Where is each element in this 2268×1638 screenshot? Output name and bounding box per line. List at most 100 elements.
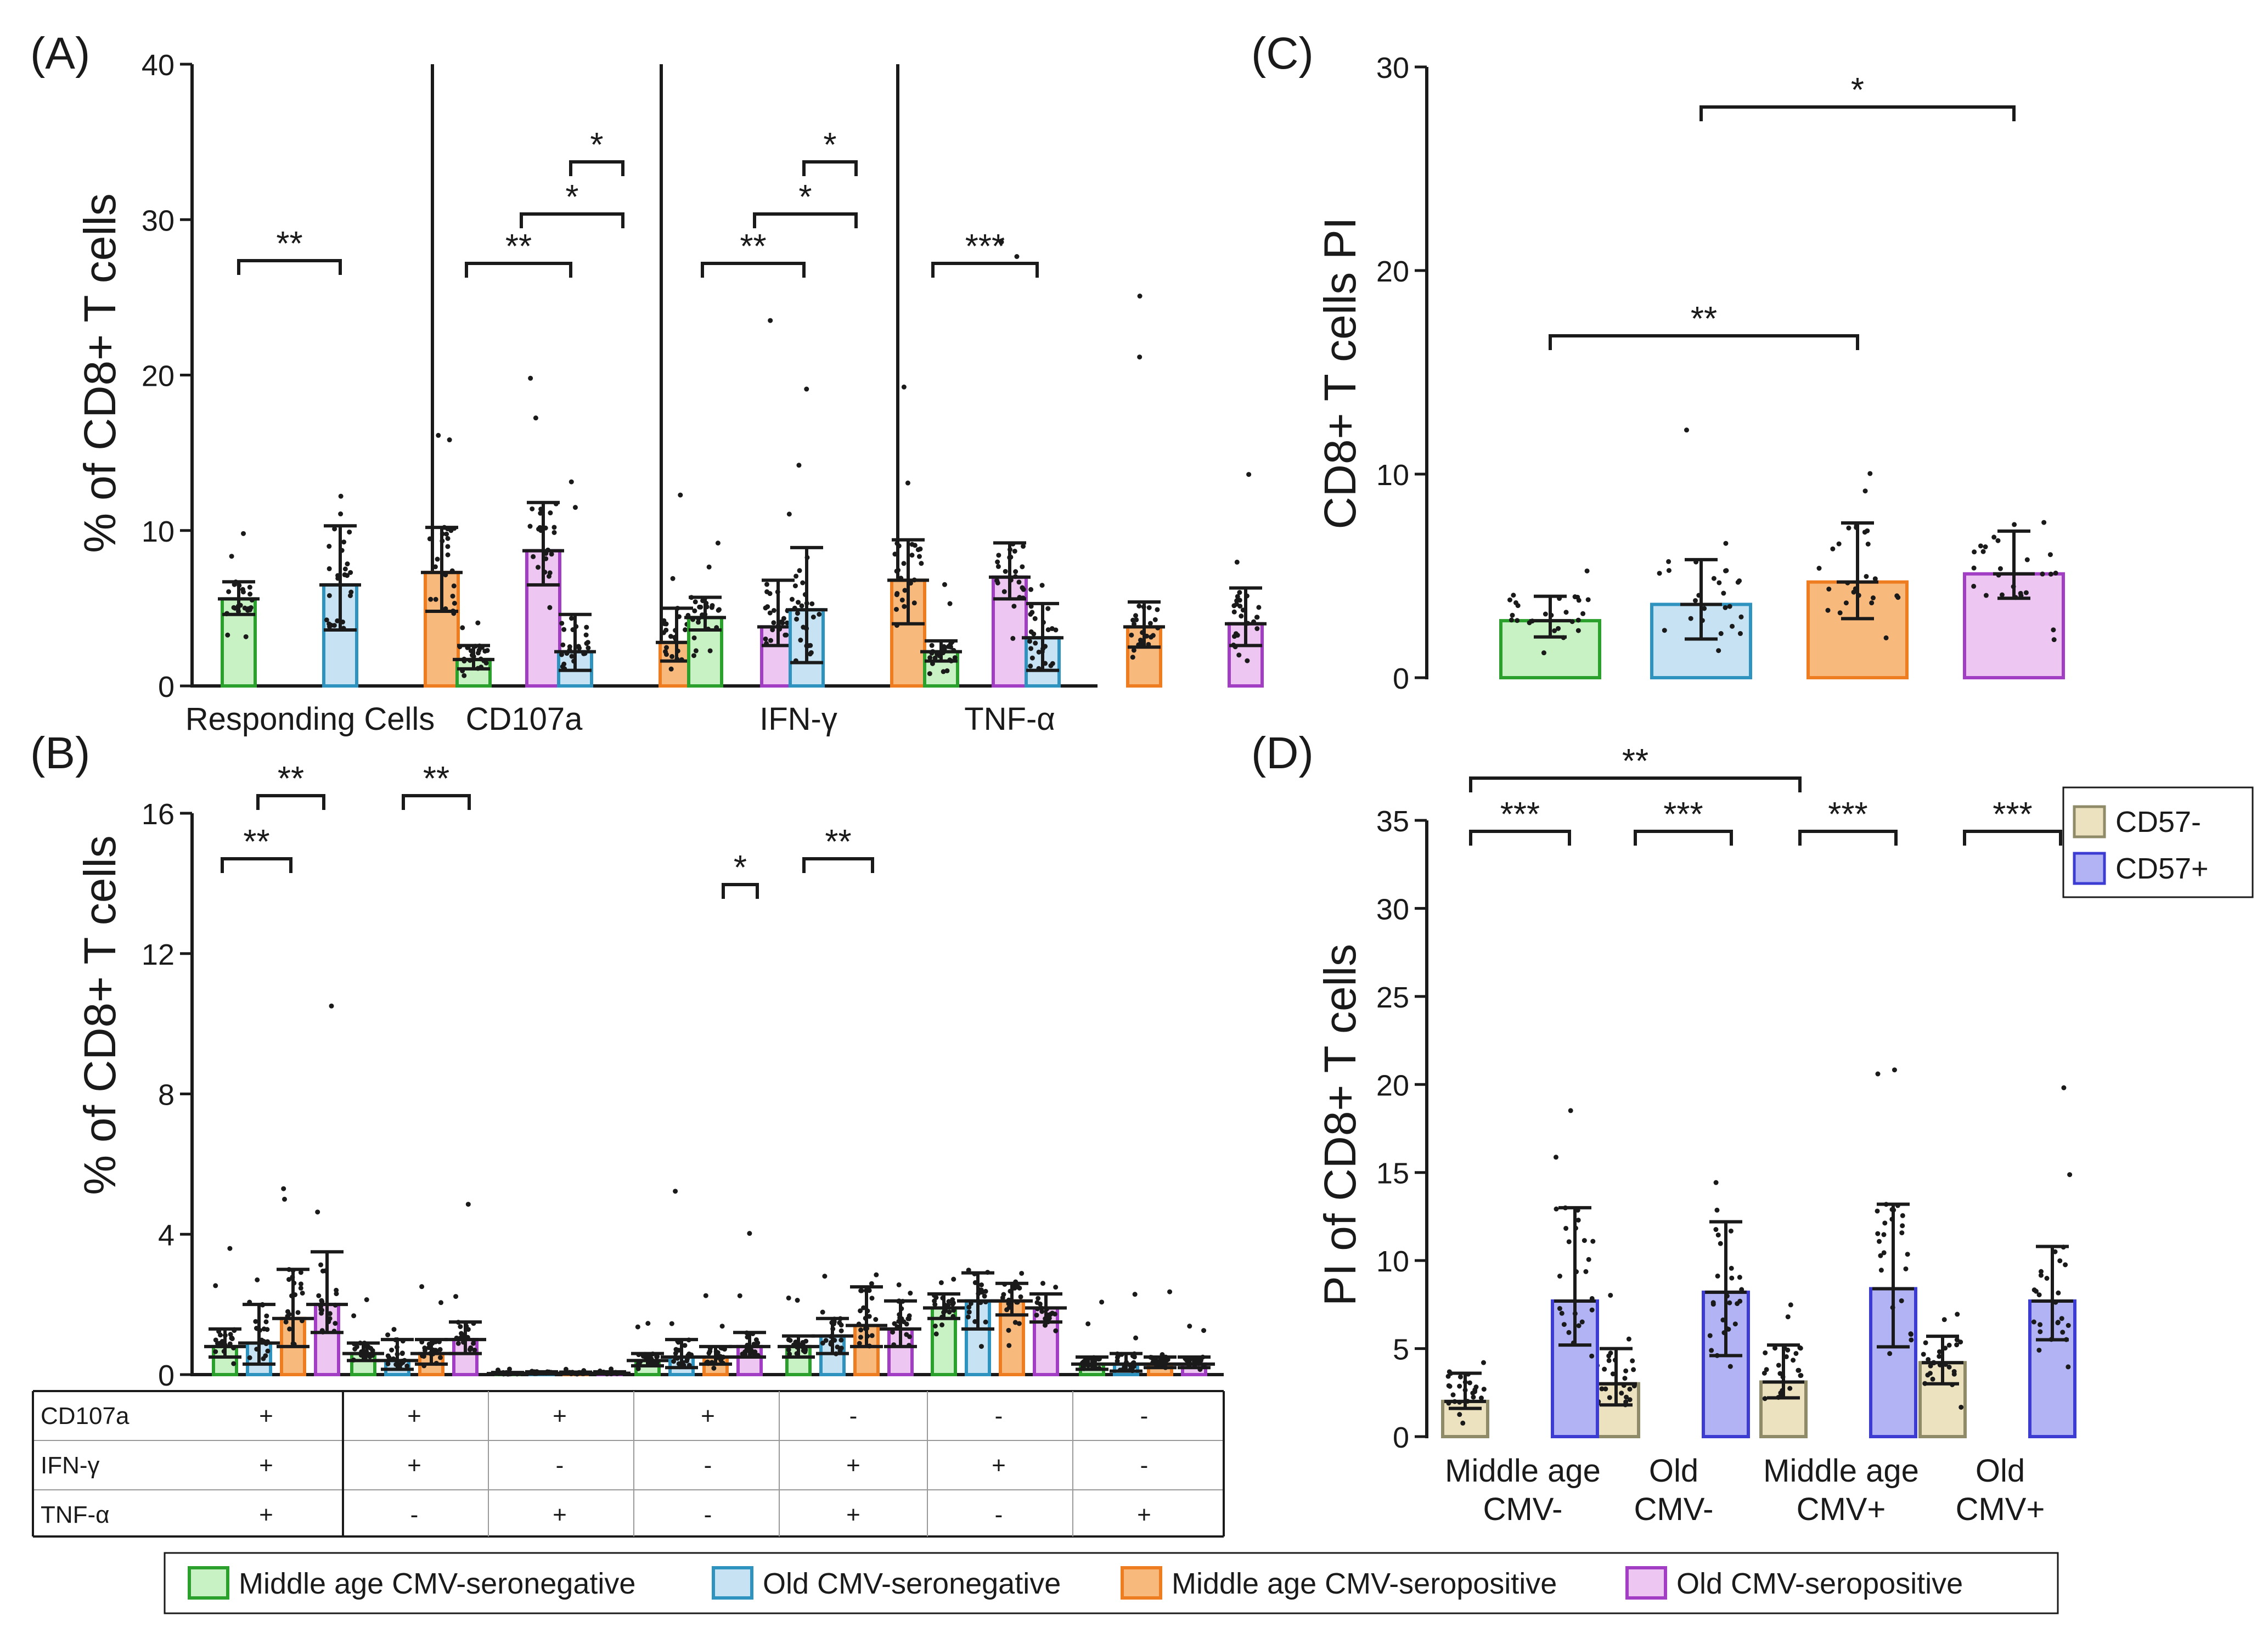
significance-label: *** (965, 228, 1005, 266)
data-point (247, 607, 252, 612)
data-point (838, 1328, 844, 1333)
data-point (1892, 1067, 1897, 1073)
data-point (1657, 571, 1662, 576)
data-point (808, 643, 813, 648)
y-tick-label: 40 (142, 49, 175, 82)
data-point (559, 621, 565, 626)
data-point (345, 573, 350, 578)
data-point (703, 1293, 708, 1298)
data-point (1887, 1351, 1893, 1356)
data-point (341, 539, 347, 545)
data-point (1816, 566, 1822, 571)
data-point (318, 1262, 324, 1268)
data-point (1187, 1324, 1192, 1329)
data-point (1980, 549, 1986, 554)
data-point (460, 625, 465, 631)
data-point (445, 536, 451, 541)
x-category-label: CMV+ (1797, 1491, 1886, 1527)
data-point (1793, 1350, 1799, 1356)
data-point (2063, 1262, 2068, 1268)
data-point (482, 649, 488, 654)
data-point (1900, 1223, 1905, 1229)
data-point (300, 1290, 305, 1296)
data-point (858, 1327, 864, 1333)
data-point (1971, 583, 1977, 589)
data-point (551, 530, 557, 535)
significance-bracket (402, 794, 471, 810)
data-point (786, 511, 792, 517)
data-point (1572, 594, 1578, 600)
data-point (247, 1355, 252, 1360)
data-point (1167, 1289, 1173, 1294)
data-point (1798, 1373, 1803, 1378)
panel-label-c: (C) (1251, 29, 1314, 78)
data-point (2055, 1320, 2061, 1325)
data-point (1457, 1374, 1463, 1380)
data-point (938, 1280, 944, 1285)
data-point (332, 526, 337, 532)
data-point (869, 1333, 875, 1338)
data-point (692, 608, 697, 613)
legend-swatch (188, 1566, 229, 1600)
data-point (793, 573, 799, 579)
data-point (333, 1321, 338, 1326)
table-cell: - (995, 1501, 1003, 1528)
data-point (584, 624, 589, 630)
data-point (287, 1326, 292, 1332)
data-point (1467, 1380, 1472, 1386)
data-point (661, 618, 667, 623)
data-point (316, 1293, 322, 1298)
data-point (1937, 1349, 1942, 1354)
data-point (1946, 1342, 1952, 1348)
data-point (1688, 616, 1693, 621)
data-point (655, 1354, 660, 1359)
data-point (2038, 1273, 2044, 1278)
data-point (569, 654, 575, 659)
data-point (904, 1321, 909, 1327)
data-point (1878, 1253, 1883, 1258)
data-point (1481, 1387, 1487, 1392)
data-point (217, 1332, 223, 1338)
x-category-label: TNF-α (964, 701, 1055, 737)
data-point (445, 544, 451, 549)
data-point (1136, 603, 1142, 609)
data-point (1254, 626, 1260, 632)
data-point (784, 620, 790, 626)
data-point (710, 603, 715, 608)
data-point (706, 564, 712, 570)
data-point (338, 493, 344, 499)
data-point (1881, 1232, 1887, 1237)
data-point (247, 592, 253, 597)
data-point (929, 643, 935, 648)
data-point (1234, 598, 1240, 604)
significance-bracket (221, 857, 292, 873)
legend-label: Middle age CMV-seronegative (239, 1567, 635, 1600)
data-point (385, 1361, 391, 1366)
data-point (229, 1336, 234, 1341)
data-point (858, 1288, 864, 1293)
y-tick-label: 0 (158, 671, 175, 703)
data-point (428, 596, 434, 602)
data-point (561, 661, 567, 667)
data-point (261, 1356, 266, 1361)
data-point (1713, 1227, 1719, 1232)
data-point (1971, 565, 1977, 571)
data-point (1457, 1412, 1462, 1417)
data-point (1830, 546, 1836, 551)
data-point (547, 605, 553, 610)
data-point (696, 620, 701, 625)
legend-label: CD57+ (2115, 852, 2209, 885)
data-point (1608, 1292, 1613, 1298)
data-point (404, 1363, 410, 1369)
table-row-label: IFN-γ (41, 1452, 100, 1479)
data-point (1566, 1330, 1572, 1335)
data-point (966, 1309, 972, 1315)
legend-frame (164, 1552, 2059, 1614)
data-point (951, 1276, 956, 1282)
data-point (1256, 605, 1262, 610)
data-point (1900, 1213, 1905, 1218)
x-category-label: CMV- (1634, 1491, 1714, 1527)
data-point (1011, 604, 1017, 609)
data-point (1471, 1394, 1476, 1400)
table-cell: - (1140, 1452, 1149, 1479)
